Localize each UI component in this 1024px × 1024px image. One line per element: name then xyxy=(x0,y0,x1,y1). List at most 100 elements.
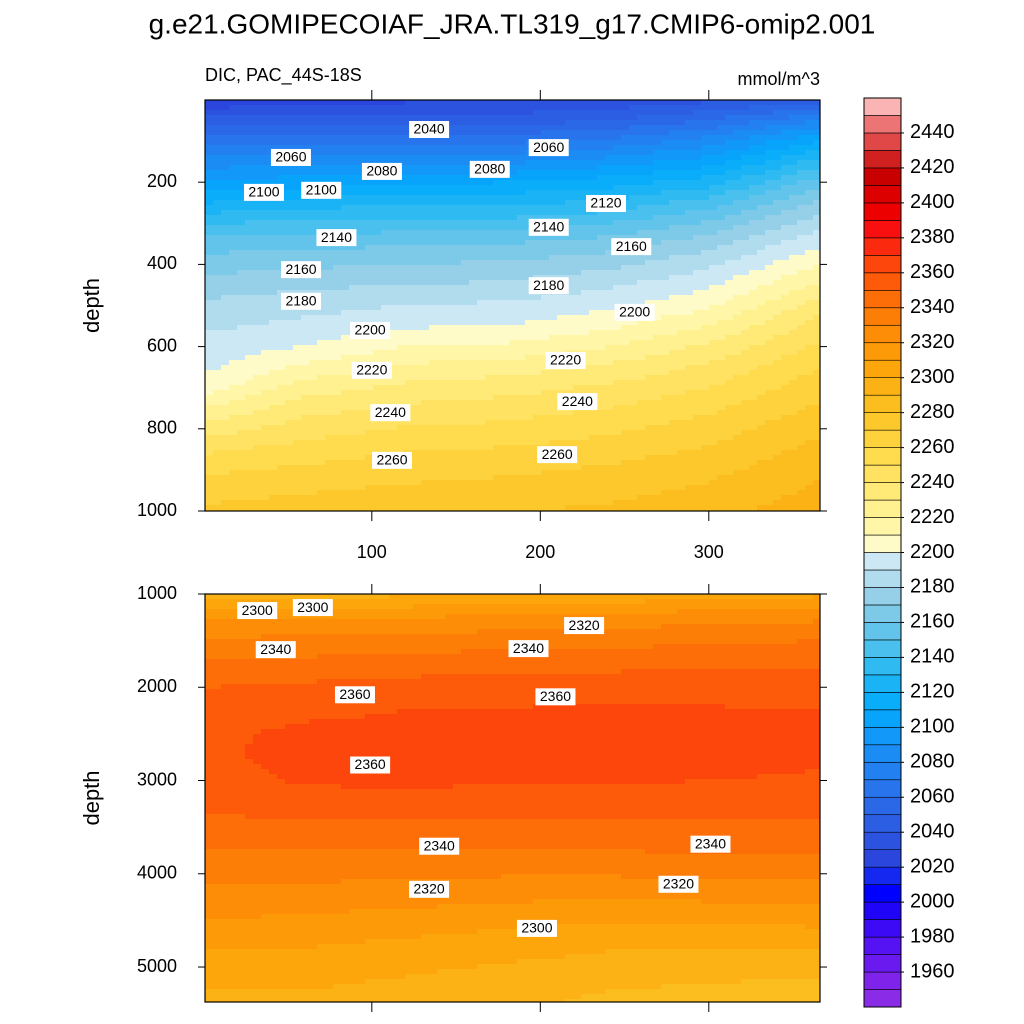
field-cell xyxy=(637,405,646,411)
field-cell xyxy=(693,350,702,356)
field-cell xyxy=(661,420,670,426)
field-cell xyxy=(789,375,798,381)
field-cell xyxy=(421,390,430,396)
field-cell xyxy=(637,270,646,276)
field-cell xyxy=(317,370,326,376)
field-cell xyxy=(621,160,630,166)
field-cell xyxy=(453,255,462,261)
field-cell xyxy=(461,155,470,161)
field-cell xyxy=(421,165,430,171)
field-cell xyxy=(773,240,782,246)
field-cell xyxy=(469,370,478,376)
field-cell xyxy=(381,385,390,391)
field-cell xyxy=(533,405,542,411)
field-cell xyxy=(685,410,694,416)
field-cell xyxy=(237,200,246,206)
field-cell xyxy=(805,115,814,121)
field-cell xyxy=(573,210,582,216)
field-cell xyxy=(501,205,510,211)
field-cell xyxy=(741,170,750,176)
field-cell xyxy=(509,115,518,121)
field-cell xyxy=(645,400,654,406)
field-cell xyxy=(229,160,238,166)
field-cell xyxy=(229,130,238,136)
field-cell xyxy=(693,100,702,106)
field-cell xyxy=(461,340,470,346)
field-cell xyxy=(421,160,430,166)
field-cell xyxy=(733,270,742,276)
field-cell xyxy=(485,360,494,366)
field-cell xyxy=(773,145,782,151)
field-cell xyxy=(365,400,374,406)
field-cell xyxy=(205,215,214,221)
field-cell xyxy=(717,365,726,371)
field-cell xyxy=(805,210,814,216)
field-cell xyxy=(381,210,390,216)
field-cell xyxy=(773,385,782,391)
field-cell xyxy=(533,200,542,206)
field-cell xyxy=(549,105,558,111)
field-cell xyxy=(261,390,270,396)
field-cell xyxy=(413,320,422,326)
field-cell xyxy=(317,310,326,316)
field-cell xyxy=(341,180,350,186)
field-cell xyxy=(805,400,814,406)
field-cell xyxy=(373,130,382,136)
field-cell xyxy=(725,145,734,151)
field-cell xyxy=(589,210,598,216)
field-cell xyxy=(645,190,654,196)
field-cell xyxy=(709,130,718,136)
field-cell xyxy=(573,325,582,331)
field-cell xyxy=(565,280,574,286)
field-cell xyxy=(661,375,670,381)
field-cell xyxy=(261,135,270,141)
field-cell xyxy=(437,260,446,266)
field-cell xyxy=(621,215,630,221)
field-cell xyxy=(485,380,494,386)
field-cell xyxy=(717,220,726,226)
field-cell xyxy=(341,285,350,291)
field-cell xyxy=(301,230,310,236)
field-cell xyxy=(709,265,718,271)
field-cell xyxy=(613,105,622,111)
field-cell xyxy=(749,115,758,121)
field-cell xyxy=(733,230,742,236)
field-cell xyxy=(661,320,670,326)
field-cell xyxy=(597,215,606,221)
field-cell xyxy=(213,390,222,396)
field-cell xyxy=(437,140,446,146)
field-cell xyxy=(357,195,366,201)
field-cell xyxy=(669,165,678,171)
field-cell xyxy=(381,275,390,281)
field-cell xyxy=(773,365,782,371)
field-cell xyxy=(349,275,358,281)
field-cell xyxy=(349,340,358,346)
field-cell xyxy=(789,255,798,261)
field-cell xyxy=(205,415,214,421)
field-cell xyxy=(333,275,342,281)
field-cell xyxy=(325,375,334,381)
field-cell xyxy=(429,400,438,406)
field-cell xyxy=(637,265,646,271)
field-cell xyxy=(317,200,326,206)
field-cell xyxy=(805,140,814,146)
field-cell xyxy=(597,420,606,426)
field-cell xyxy=(245,220,254,226)
field-cell xyxy=(205,380,214,386)
field-cell xyxy=(637,190,646,196)
field-cell xyxy=(733,160,742,166)
field-cell xyxy=(565,130,574,136)
field-cell xyxy=(717,245,726,251)
field-cell xyxy=(437,230,446,236)
field-cell xyxy=(381,225,390,231)
field-cell xyxy=(333,390,342,396)
field-cell xyxy=(221,390,230,396)
field-cell xyxy=(413,355,422,361)
field-cell xyxy=(421,250,430,256)
field-cell xyxy=(533,245,542,251)
field-cell xyxy=(621,275,630,281)
field-cell xyxy=(541,300,550,306)
field-cell xyxy=(773,190,782,196)
field-cell xyxy=(453,190,462,196)
field-cell xyxy=(709,300,718,306)
